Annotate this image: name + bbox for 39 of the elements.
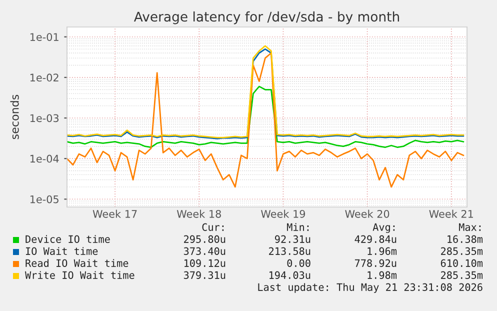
text: 285.35m: [441, 271, 483, 279]
y-tick-label: 1e-03: [30, 114, 59, 122]
text: 379.31u: [184, 271, 226, 279]
text: 92.31u: [275, 235, 310, 243]
line-series: [67, 86, 464, 148]
y-axis-title: seconds: [10, 94, 19, 140]
text: 373.40u: [184, 247, 226, 255]
text: Last update: Thu May 21 23:31:08 2026: [258, 283, 482, 293]
text: 109.12u: [184, 259, 226, 267]
legend-label: IO Wait time: [26, 247, 98, 255]
chart-title: Average latency for /dev/sda - by month: [134, 11, 400, 24]
text: 16.38m: [448, 235, 483, 243]
x-tick-label: Week 17: [92, 210, 137, 218]
text: 0.00: [287, 259, 310, 267]
text: 429.84u: [354, 235, 396, 243]
x-tick-label: Week 18: [176, 210, 221, 218]
legend-label: Device IO time: [26, 235, 110, 243]
y-tick-label: 1e-02: [30, 74, 58, 82]
text: 213.58u: [269, 247, 310, 255]
y-tick-label: 1e-05: [30, 195, 58, 204]
y-tick-label: 1e-01: [30, 33, 58, 41]
text: Min:: [287, 223, 309, 231]
text: Cur:: [202, 223, 224, 231]
text: 1.98m: [368, 271, 397, 279]
line-series: [67, 52, 464, 188]
text: Avg:: [372, 223, 395, 233]
x-tick-label: Week 20: [345, 210, 390, 218]
text: 285.35m: [441, 247, 483, 255]
text: 610.10m: [440, 259, 483, 267]
legend-label: Write IO Wait time: [25, 271, 134, 279]
text: Max:: [459, 223, 481, 231]
x-tick-label: Week 21: [429, 210, 473, 218]
text: 295.80u: [184, 235, 226, 243]
legend-label: Read IO Wait time: [26, 259, 128, 267]
text: 1.96m: [368, 247, 397, 255]
y-tick-label: 1e-04: [30, 154, 59, 163]
text: 194.03u: [269, 271, 310, 279]
x-tick-label: Week 19: [261, 210, 306, 218]
text: 778.92u: [354, 259, 396, 267]
